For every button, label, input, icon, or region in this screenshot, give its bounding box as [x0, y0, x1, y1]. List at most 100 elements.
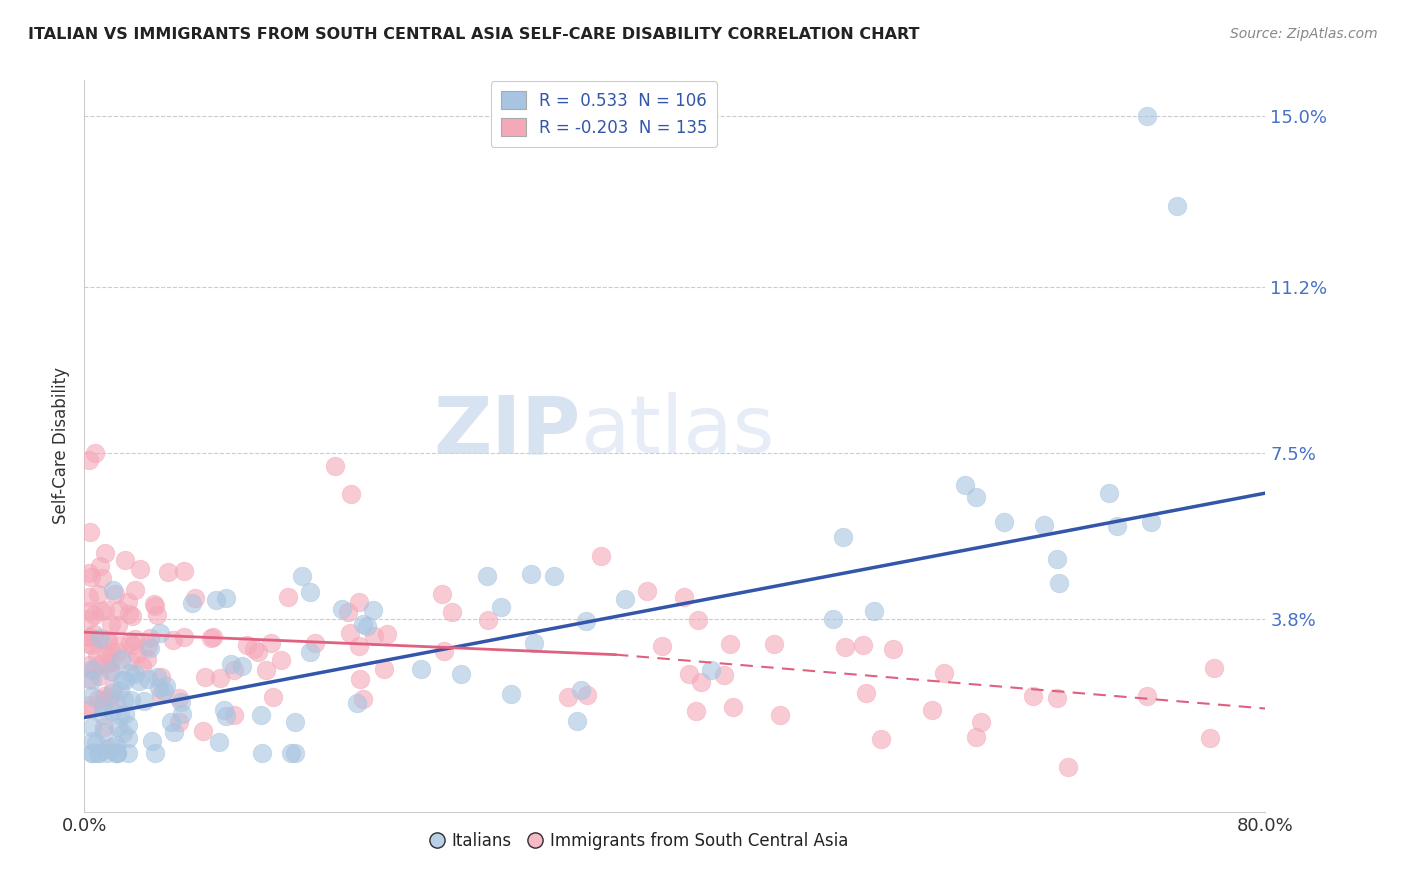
Point: [108, 707, 131, 722]
Point: [96, 747, 118, 761]
Point: [105, 747, 128, 761]
Point: [349, 595, 371, 609]
Point: [340, 486, 363, 500]
Point: [117, 747, 139, 761]
Point: [170, 706, 193, 721]
Point: [834, 640, 856, 654]
Point: [117, 731, 139, 745]
Point: [636, 584, 658, 599]
Point: [143, 747, 166, 761]
Point: [224, 707, 246, 722]
Point: [191, 724, 214, 739]
Point: [523, 635, 546, 649]
Point: [93, 689, 115, 703]
Point: [107, 603, 129, 617]
Point: [208, 671, 231, 685]
Point: [713, 668, 735, 682]
Point: [215, 591, 238, 605]
Point: [212, 703, 235, 717]
Point: [284, 714, 307, 729]
Point: [77, 452, 100, 467]
Point: [330, 601, 353, 615]
Point: [1202, 661, 1225, 675]
Point: [104, 587, 127, 601]
Point: [97, 632, 120, 647]
Point: [852, 638, 875, 652]
Point: [82, 733, 104, 747]
Point: [377, 627, 399, 641]
Point: [499, 687, 522, 701]
Point: [686, 613, 709, 627]
Point: [965, 730, 987, 744]
Point: [543, 569, 565, 583]
Point: [1045, 691, 1067, 706]
Point: [100, 655, 122, 669]
Point: [138, 631, 160, 645]
Point: [142, 597, 165, 611]
Point: [111, 726, 134, 740]
Point: [363, 629, 385, 643]
Point: [352, 616, 374, 631]
Point: [280, 747, 302, 761]
Point: [96, 647, 118, 661]
Point: [180, 596, 202, 610]
Point: [129, 562, 152, 576]
Point: [101, 583, 124, 598]
Point: [769, 708, 792, 723]
Point: [136, 640, 159, 654]
Point: [77, 590, 100, 604]
Point: [337, 605, 360, 619]
Point: [98, 664, 121, 678]
Point: [80, 570, 103, 584]
Point: [304, 636, 326, 650]
Point: [870, 731, 893, 746]
Point: [101, 646, 124, 660]
Point: [491, 599, 513, 614]
Point: [1105, 519, 1128, 533]
Point: [117, 595, 139, 609]
Point: [163, 725, 186, 739]
Point: [80, 747, 103, 761]
Point: [107, 617, 129, 632]
Point: [557, 690, 579, 705]
Point: [101, 682, 124, 697]
Point: [475, 569, 498, 583]
Point: [79, 524, 101, 539]
Point: [110, 651, 132, 665]
Point: [432, 587, 454, 601]
Point: [118, 635, 141, 649]
Point: [124, 666, 146, 681]
Point: [149, 626, 172, 640]
Point: [262, 690, 284, 705]
Point: [614, 591, 637, 606]
Point: [965, 490, 987, 504]
Point: [1047, 576, 1070, 591]
Point: [277, 590, 299, 604]
Point: [96, 742, 118, 756]
Point: [146, 608, 169, 623]
Point: [93, 725, 115, 739]
Point: [97, 656, 120, 670]
Point: [83, 608, 105, 623]
Point: [1136, 689, 1159, 703]
Point: [236, 638, 259, 652]
Point: [700, 663, 723, 677]
Point: [135, 652, 157, 666]
Point: [194, 670, 217, 684]
Point: [83, 627, 105, 641]
Point: [574, 615, 596, 629]
Point: [346, 696, 368, 710]
Point: [105, 645, 128, 659]
Point: [89, 657, 111, 671]
Point: [124, 632, 146, 646]
Point: [80, 720, 103, 734]
Point: [114, 673, 136, 687]
Point: [93, 699, 115, 714]
Point: [80, 747, 103, 761]
Point: [1033, 517, 1056, 532]
Point: [569, 683, 592, 698]
Point: [855, 686, 877, 700]
Point: [128, 673, 150, 688]
Text: atlas: atlas: [581, 392, 775, 470]
Point: [107, 720, 129, 734]
